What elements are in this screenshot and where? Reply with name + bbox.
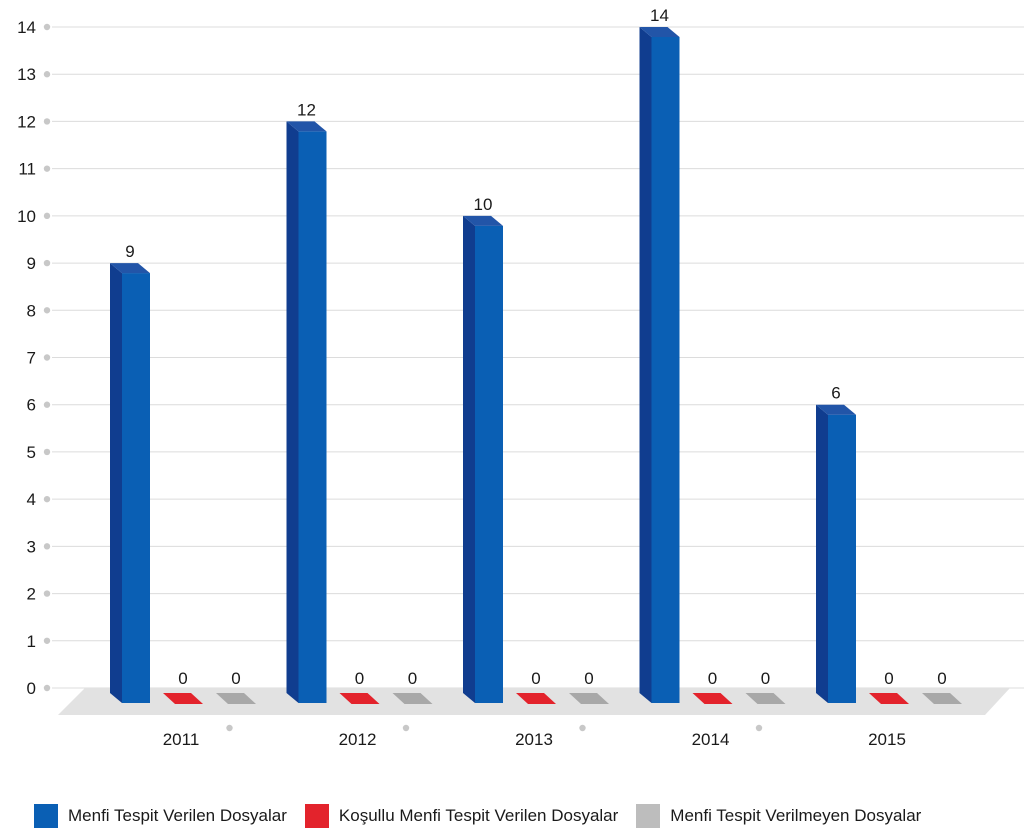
x-tick-label-2012: 2012 [339, 730, 377, 749]
y-tick-label: 3 [27, 537, 36, 556]
y-tick-dot [43, 495, 51, 503]
y-tick-label: 9 [27, 254, 36, 273]
y-tick-label: 2 [27, 585, 36, 604]
data-label-2013-series-2: 0 [531, 669, 540, 688]
legend-label-series-3: Menfi Tespit Verilmeyen Dosyalar [670, 806, 922, 825]
y-tick-label: 1 [27, 632, 36, 651]
data-label-2014-series-1: 14 [650, 6, 669, 25]
y-tick-dot [43, 401, 51, 408]
data-label-2014-series-3: 0 [761, 669, 770, 688]
y-tick-label: 8 [27, 301, 36, 320]
y-tick-label: 0 [27, 679, 36, 698]
grid-lines [52, 26, 1024, 689]
legend-swatch-series-3 [636, 804, 661, 828]
y-tick-label: 14 [17, 18, 36, 37]
y-tick-dot [43, 637, 51, 644]
bar-side-2015-series-1 [816, 404, 828, 703]
legend-swatch-series-2 [304, 804, 329, 828]
bar-2013-series-1 [475, 225, 503, 703]
bar-top-2011-series-1 [110, 263, 150, 274]
legend-item-series-3: Menfi Tespit Verilmeyen Dosyalar [636, 804, 921, 828]
data-label-2012-series-3: 0 [408, 669, 417, 688]
x-tick-dot [226, 724, 233, 732]
x-tick-label-2014: 2014 [692, 730, 730, 749]
y-tick-label: 4 [27, 490, 36, 509]
y-tick-label: 6 [27, 396, 36, 415]
bar-side-2013-series-1 [463, 215, 475, 703]
y-tick-dot [43, 259, 51, 267]
data-label-2013-series-3: 0 [584, 669, 593, 688]
bar-2011-series-3 [216, 693, 256, 704]
data-label-2014-series-2: 0 [708, 669, 717, 688]
bars: 9 0 0 12 0 0 10 0 0 14 0 0 6 0 0 [110, 6, 962, 704]
x-axis: 2011 2012 2013 2014 2015 [163, 724, 906, 749]
bar-2015-series-3 [922, 693, 962, 704]
bar-side-2014-series-1 [639, 27, 652, 703]
y-tick-dot [43, 307, 51, 314]
legend-item-series-1: Menfi Tespit Verilen Dosyalar [34, 804, 287, 828]
legend: Menfi Tespit Verilen Dosyalar Koşullu Me… [34, 804, 939, 828]
y-tick-dot [43, 543, 51, 550]
bar-2011-series-2 [163, 693, 203, 704]
x-tick-dot [755, 724, 763, 732]
data-label-2015-series-2: 0 [884, 669, 893, 688]
bar-side-2011-series-1 [110, 263, 122, 703]
legend-item-series-2: Koşullu Menfi Tespit Verilen Dosyalar [304, 804, 619, 828]
y-tick-label: 11 [18, 160, 36, 179]
data-label-2013-series-1: 10 [474, 195, 493, 214]
bar-2014-series-2 [692, 693, 733, 704]
legend-swatch-series-1 [34, 804, 58, 828]
bar-2014-series-3 [745, 693, 786, 704]
bar-side-2012-series-1 [286, 121, 299, 703]
bar-2012-series-2 [339, 693, 380, 704]
y-tick-dot [43, 23, 51, 31]
data-label-2011-series-1: 9 [125, 242, 134, 261]
data-label-2015-series-1: 6 [831, 384, 840, 403]
x-tick-label-2011: 2011 [163, 730, 200, 749]
y-tick-label: 12 [17, 112, 36, 131]
bar-top-2014-series-1 [639, 27, 680, 37]
bar-top-2015-series-1 [816, 404, 856, 415]
x-tick-dot [579, 724, 586, 732]
y-tick-dot [43, 71, 51, 78]
bar-top-2012-series-1 [286, 121, 327, 132]
bar-2013-series-3 [569, 693, 609, 704]
bar-top-2013-series-1 [463, 215, 503, 226]
x-tick-label-2015: 2015 [868, 730, 906, 749]
y-tick-dot [43, 212, 51, 220]
y-tick-dot [43, 684, 51, 692]
bar-2015-series-1 [828, 414, 856, 703]
data-label-2011-series-3: 0 [231, 669, 240, 688]
y-tick-label: 5 [27, 443, 36, 462]
legend-label-series-2: Koşullu Menfi Tespit Verilen Dosyalar [338, 806, 619, 825]
y-tick-dot [43, 448, 51, 456]
bar-2014-series-1 [651, 37, 680, 703]
y-tick-dot [43, 118, 51, 125]
y-tick-label: 10 [17, 207, 36, 226]
y-tick-dot [43, 165, 51, 172]
y-tick-dot [43, 590, 51, 597]
bar-2015-series-2 [869, 693, 909, 704]
y-tick-label: 13 [17, 65, 36, 84]
legend-label-series-1: Menfi Tespit Verilen Dosyalar [68, 806, 287, 825]
x-tick-label-2013: 2013 [515, 730, 553, 749]
bar-2012-series-1 [298, 131, 327, 703]
data-label-2012-series-1: 12 [297, 100, 316, 119]
data-label-2015-series-3: 0 [937, 669, 946, 688]
y-tick-label: 7 [27, 349, 36, 368]
bar-2013-series-2 [516, 693, 556, 704]
bar-2012-series-3 [392, 693, 433, 704]
data-label-2012-series-2: 0 [355, 669, 364, 688]
data-label-2011-series-2: 0 [178, 669, 187, 688]
y-tick-dot [43, 354, 51, 361]
bar-2011-series-1 [122, 273, 150, 703]
x-tick-dot [402, 724, 410, 732]
